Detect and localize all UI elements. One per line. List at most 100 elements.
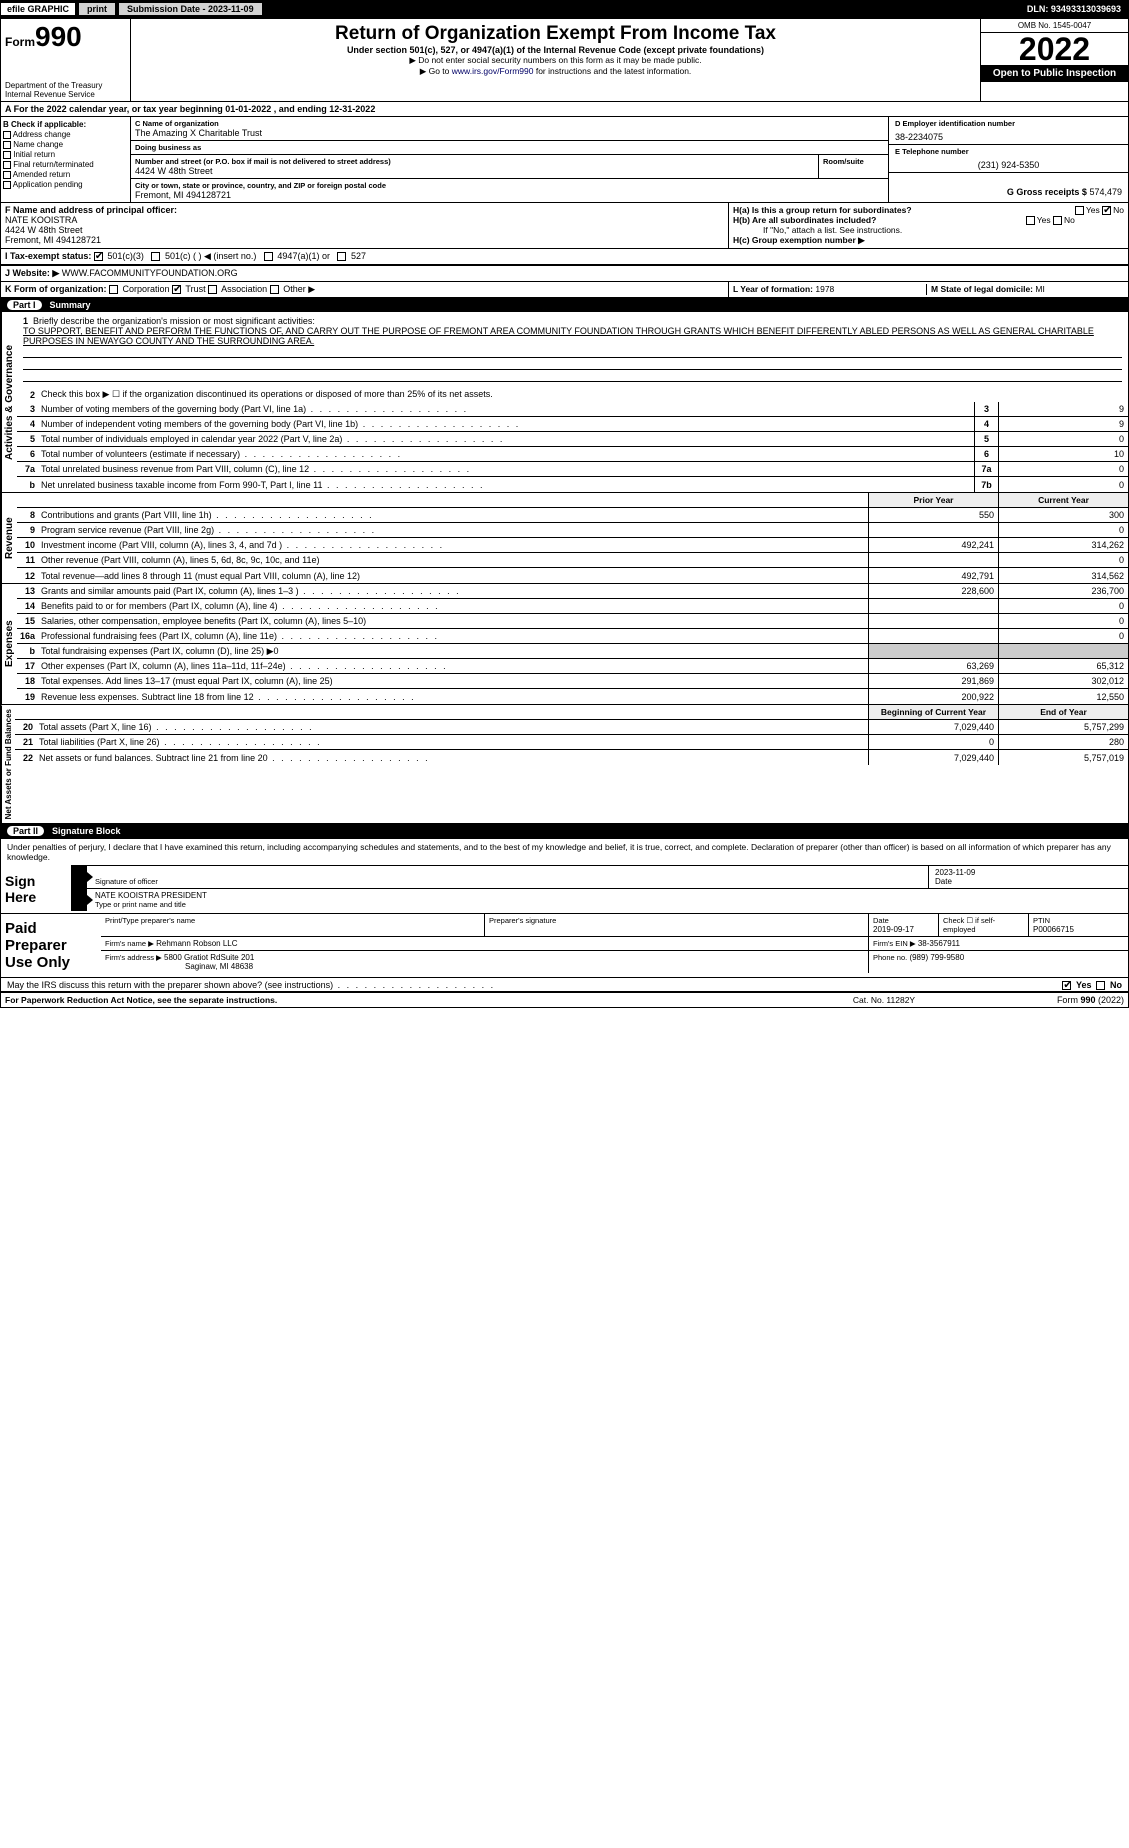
line-22: Net assets or fund balances. Subtract li… xyxy=(37,752,868,764)
part2-bar: Part II Signature Block xyxy=(1,824,1128,838)
line-3: Number of voting members of the governin… xyxy=(39,403,974,415)
firm-phone: (989) 799-9580 xyxy=(909,953,964,962)
row-ij: I Tax-exempt status: 501(c)(3) 501(c) ( … xyxy=(1,249,1128,265)
prep-date: 2019-09-17 xyxy=(873,925,934,934)
dln: DLN: 93493313039693 xyxy=(1019,3,1129,15)
line-4: Number of independent voting members of … xyxy=(39,418,974,430)
officer-cell: F Name and address of principal officer:… xyxy=(1,203,728,248)
ha-yes[interactable] xyxy=(1075,206,1084,215)
v7a: 0 xyxy=(998,462,1128,476)
line-12: Total revenue—add lines 8 through 11 (mu… xyxy=(39,570,868,582)
sign-here-row: Sign Here Signature of officer 2023-11-0… xyxy=(1,865,1128,913)
line-2: Check this box ▶ ☐ if the organization d… xyxy=(39,388,1128,401)
col-b-label: B Check if applicable: xyxy=(3,120,128,129)
discuss-yes[interactable] xyxy=(1062,981,1071,990)
calendar-year-line: A For the 2022 calendar year, or tax yea… xyxy=(1,102,1128,117)
prep-check[interactable]: Check ☐ if self-employed xyxy=(943,916,1024,934)
hb-note: If "No," attach a list. See instructions… xyxy=(733,225,1124,235)
col-b: B Check if applicable: Address change Na… xyxy=(1,117,131,202)
chk-other[interactable] xyxy=(270,285,279,294)
part1-num: Part I xyxy=(7,300,42,310)
chk-trust[interactable] xyxy=(172,285,181,294)
line-15: Salaries, other compensation, employee b… xyxy=(39,615,868,627)
line-17: Other expenses (Part IX, column (A), lin… xyxy=(39,660,868,672)
officer-sig-field[interactable]: Signature of officer xyxy=(87,866,928,888)
part1-title: Summary xyxy=(50,300,91,310)
firm-addr1: 5800 Gratiot RdSuite 201 xyxy=(164,953,254,962)
taxstat-label: I Tax-exempt status: xyxy=(5,251,91,261)
prep-label: Paid Preparer Use Only xyxy=(1,914,101,977)
hb-no[interactable] xyxy=(1053,216,1062,225)
line-18: Total expenses. Add lines 13–17 (must eq… xyxy=(39,675,868,687)
group-cell: H(a) Is this a group return for subordin… xyxy=(728,203,1128,248)
addr-row: Number and street (or P.O. box if mail i… xyxy=(131,155,888,179)
addr: 4424 W 48th Street xyxy=(135,166,814,176)
form-number: 990 xyxy=(35,21,82,52)
gross: 574,479 xyxy=(1089,187,1122,197)
line-11: Other revenue (Part VIII, column (A), li… xyxy=(39,554,868,566)
hc-label: H(c) Group exemption number ▶ xyxy=(733,235,865,245)
chk-address[interactable] xyxy=(3,131,11,139)
efile-tag: efile GRAPHIC xyxy=(0,2,76,16)
cat-no: Cat. No. 11282Y xyxy=(784,995,984,1005)
l-label: L Year of formation: xyxy=(733,284,813,294)
website[interactable]: WWW.FACOMMUNITYFOUNDATION.ORG xyxy=(62,268,238,278)
declaration: Under penalties of perjury, I declare th… xyxy=(1,839,1128,865)
side-net: Net Assets or Fund Balances xyxy=(1,705,15,823)
chk-corp[interactable] xyxy=(109,285,118,294)
form-prefix: Form xyxy=(5,35,35,49)
revenue-section: Revenue Prior YearCurrent Year 8Contribu… xyxy=(1,493,1128,584)
print-button[interactable]: print xyxy=(78,2,116,16)
paperwork-notice: For Paperwork Reduction Act Notice, see … xyxy=(5,995,784,1005)
chk-name[interactable] xyxy=(3,141,11,149)
dept-treasury: Department of the Treasury Internal Reve… xyxy=(5,81,126,99)
prep-sig-label: Preparer's signature xyxy=(489,916,864,925)
tax-year: 2022 xyxy=(981,33,1128,65)
city-label: City or town, state or province, country… xyxy=(135,181,884,190)
discuss-text: May the IRS discuss this return with the… xyxy=(1,979,968,991)
chk-527[interactable] xyxy=(337,252,346,261)
chk-501c3[interactable] xyxy=(94,252,103,261)
submission-date: Submission Date - 2023-11-09 xyxy=(118,2,263,16)
gross-label: G Gross receipts $ xyxy=(1007,187,1087,197)
chk-4947[interactable] xyxy=(264,252,273,261)
chk-amended[interactable] xyxy=(3,171,11,179)
lbl-amended: Amended return xyxy=(13,170,70,179)
officer-label: F Name and address of principal officer: xyxy=(5,205,177,215)
line-8: Contributions and grants (Part VIII, lin… xyxy=(39,509,868,521)
part2-num: Part II xyxy=(7,826,44,836)
signature-block: Under penalties of perjury, I declare th… xyxy=(1,838,1128,913)
chk-final[interactable] xyxy=(3,161,11,169)
lbl-pending: Application pending xyxy=(13,180,83,189)
part1-bar: Part I Summary xyxy=(1,298,1128,312)
subtitle: Under section 501(c), 527, or 4947(a)(1)… xyxy=(135,45,976,55)
city: Fremont, MI 494128721 xyxy=(135,190,884,200)
hb-label: H(b) Are all subordinates included? xyxy=(733,215,876,225)
chk-initial[interactable] xyxy=(3,151,11,159)
officer-name: NATE KOOISTRA xyxy=(5,215,77,225)
firm-addr2: Saginaw, MI 48638 xyxy=(105,962,253,971)
discuss-no[interactable] xyxy=(1096,981,1105,990)
ssn-note: ▶ Do not enter social security numbers o… xyxy=(135,55,976,66)
right-cell: OMB No. 1545-0047 2022 Open to Public In… xyxy=(980,19,1128,101)
row-klm: K Form of organization: Corporation Trus… xyxy=(1,282,1128,298)
ein-label: D Employer identification number xyxy=(895,119,1122,128)
ha-no[interactable] xyxy=(1102,206,1111,215)
col-d: D Employer identification number 38-2234… xyxy=(888,117,1128,202)
top-bar: efile GRAPHIC print Submission Date - 20… xyxy=(0,0,1129,18)
chk-pending[interactable] xyxy=(3,181,11,189)
arrow-icon xyxy=(71,889,87,911)
prep-name-label: Print/Type preparer's name xyxy=(105,916,480,925)
irs-link[interactable]: www.irs.gov/Form990 xyxy=(452,66,534,76)
org-name: The Amazing X Charitable Trust xyxy=(135,128,884,138)
tax-status: I Tax-exempt status: 501(c)(3) 501(c) ( … xyxy=(1,249,1128,264)
hdr-end: End of Year xyxy=(998,705,1128,719)
chk-assoc[interactable] xyxy=(208,285,217,294)
sig-date: 2023-11-09 xyxy=(935,868,1122,877)
line-19: Revenue less expenses. Subtract line 18 … xyxy=(39,691,868,703)
hb-yes[interactable] xyxy=(1026,216,1035,225)
side-expenses: Expenses xyxy=(1,584,17,704)
chk-501c[interactable] xyxy=(151,252,160,261)
discuss-row: May the IRS discuss this return with the… xyxy=(1,977,1128,992)
form-title: Return of Organization Exempt From Incom… xyxy=(135,23,976,45)
